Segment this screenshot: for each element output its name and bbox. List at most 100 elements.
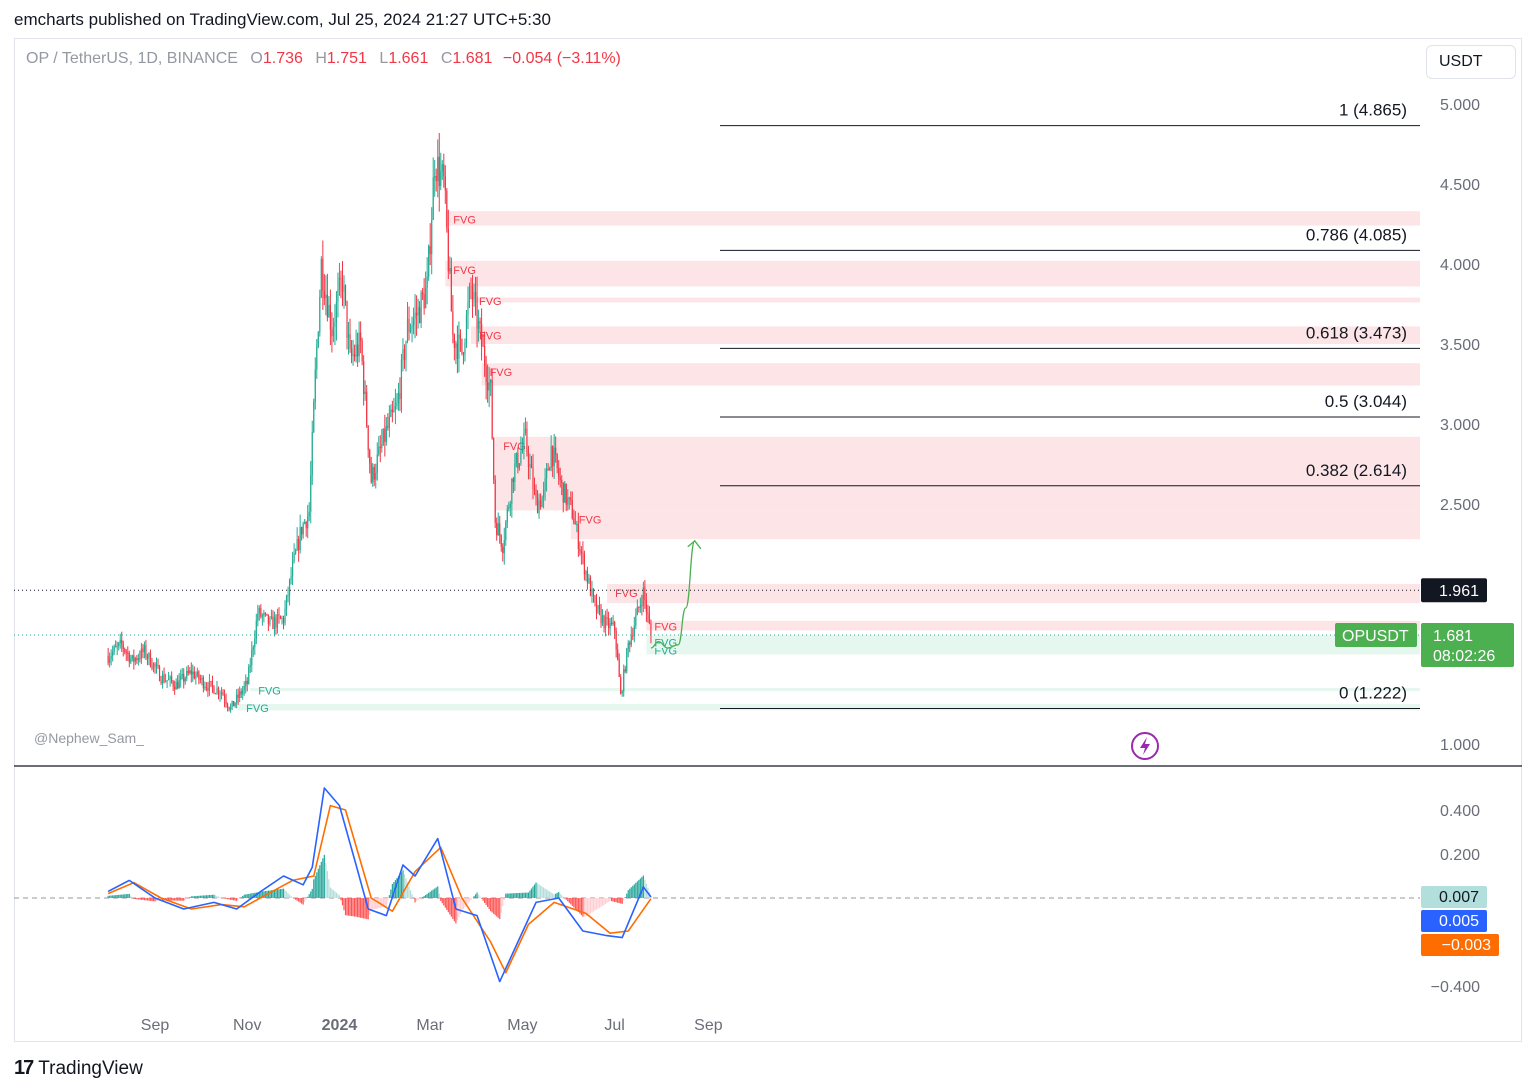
candle-body (305, 522, 307, 529)
candle-body (538, 500, 540, 514)
candle-body (361, 340, 363, 362)
candle-body (523, 433, 525, 448)
fvg-zone (646, 644, 1420, 655)
candle-body (273, 617, 276, 629)
candle-body (193, 671, 195, 679)
candle-body (550, 446, 552, 469)
candle-body (594, 596, 596, 602)
fvg-label: FVG (479, 330, 502, 342)
candle-body (107, 656, 109, 663)
candle-body (423, 294, 425, 309)
candle-body (307, 515, 309, 529)
candle-body (642, 587, 644, 606)
candle-body (526, 428, 528, 453)
fvg-label: FVG (490, 367, 513, 379)
candle-body (434, 176, 436, 178)
x-tick-label: Nov (233, 1017, 261, 1034)
candle-body (357, 344, 359, 357)
currency-button[interactable]: USDT (1426, 45, 1516, 79)
lightning-icon (1131, 732, 1159, 760)
y-tick-label: 3.500 (1440, 337, 1480, 354)
candle-body (267, 614, 269, 625)
candle-body (609, 622, 611, 629)
candle-body (574, 523, 576, 525)
candle-body (477, 321, 480, 329)
candle-body (379, 446, 381, 449)
candle-body (479, 321, 481, 324)
candle-body (251, 649, 253, 666)
candle-body (257, 613, 259, 621)
candle-body (552, 446, 554, 467)
candle-body (347, 334, 350, 338)
candle-body (213, 686, 215, 694)
candle-body (535, 489, 537, 498)
x-tick-label: Jul (604, 1017, 624, 1034)
candle-body (112, 651, 114, 656)
candle-body (636, 606, 638, 616)
symbol-info[interactable]: OP / TetherUS, 1D, BINANCE (26, 50, 238, 67)
candle-body (115, 646, 117, 648)
candle-body (118, 642, 120, 646)
macd-histogram-value: 0.007 (1439, 889, 1479, 906)
candle-body (299, 527, 301, 550)
candle-body (521, 447, 524, 452)
candle-body (431, 219, 433, 255)
key-level-label: 1.961 (1439, 583, 1479, 600)
candle-body (263, 613, 265, 616)
fvg-zone (570, 510, 1420, 540)
last-price-label: 1.681 (1433, 628, 1473, 645)
candle-body (285, 595, 288, 609)
candle-body (373, 467, 375, 480)
candle-body (511, 478, 513, 504)
candle-body (592, 588, 595, 597)
candle-body (326, 294, 328, 318)
author-watermark: @Nephew_Sam_ (34, 730, 144, 746)
candle-body (139, 658, 141, 660)
macd-histogram-value-bg (1421, 886, 1487, 908)
candle-body (319, 296, 321, 333)
candle-body (473, 292, 475, 300)
candle-body (242, 690, 244, 695)
price-labels-layer: 1.961 OPUSDT 1.681 08:02:26 0.007 0.005 −0.003 (1335, 578, 1514, 956)
candle-body (502, 546, 504, 554)
tradingview-logo-icon: 17 (14, 1057, 34, 1079)
candle-body (480, 323, 483, 346)
candle-body (648, 614, 651, 624)
candle-body (230, 707, 232, 710)
candle-body (325, 294, 327, 299)
candle-body (261, 615, 263, 617)
candle-body (130, 658, 132, 663)
candle-body (647, 612, 649, 615)
candle-body (287, 595, 289, 597)
candle-body (228, 707, 230, 710)
candle-body (412, 318, 415, 326)
fvg-label: FVG (579, 514, 602, 526)
candle-body (110, 655, 112, 659)
candle-body (254, 638, 256, 648)
candle-body (222, 692, 224, 696)
high-value: 1.751 (326, 50, 367, 67)
macd-y-tick-label: 0.400 (1440, 803, 1480, 820)
candle-body (272, 616, 274, 629)
fvg-zone (471, 297, 1420, 303)
tradingview-logo[interactable]: 17 TradingView (14, 1057, 143, 1080)
candle-body (199, 679, 201, 681)
candle-body (388, 416, 390, 428)
candle-body (500, 535, 502, 547)
candle-body (432, 177, 434, 220)
candle-body (585, 571, 587, 575)
candle-body (586, 571, 589, 583)
candle-body (568, 497, 570, 499)
candle-body (128, 653, 130, 663)
candle-body (168, 679, 170, 681)
candle-body (302, 523, 304, 535)
candle-body (353, 354, 356, 357)
candle-body (296, 539, 298, 551)
candle-body (438, 156, 440, 187)
candle-body (561, 480, 563, 483)
candle-body (364, 391, 366, 394)
candle-body (547, 468, 549, 471)
candle-body (582, 552, 584, 554)
candle-body (650, 623, 652, 635)
